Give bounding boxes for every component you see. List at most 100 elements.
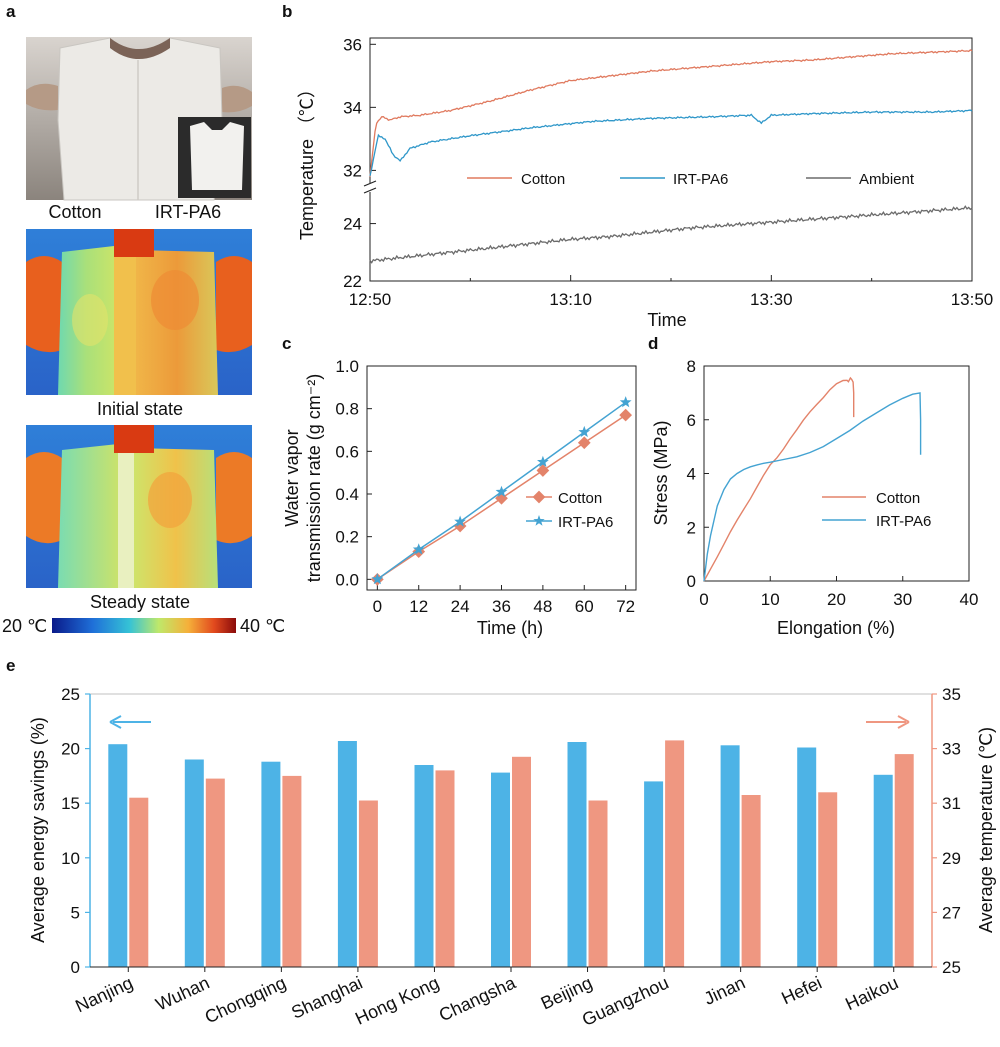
b-series-ambient [369,205,973,264]
b-xtick-label: 13:50 [951,290,994,309]
d-ytick-label: 0 [687,572,696,591]
legend-irt-b: IRT-PA6 [673,171,728,188]
d-series-irt-pa6 [703,392,922,582]
c-point-irt-pa6 [454,515,466,527]
c-xlabel: Time (h) [477,618,543,638]
e-bar-temperature [894,754,914,967]
b-lower-ticks: 22 24 [343,215,376,291]
b-series-cotton [369,49,973,177]
d-ytick-label: 2 [687,518,696,537]
e-bar-energy-savings [337,741,357,967]
caption-steady-state: Steady state [90,592,190,612]
plot-frame-d [703,365,970,582]
panel-b-label: b [282,2,292,21]
d-xtick-label: 0 [699,590,708,609]
e-ylabel-left: Average energy savings (%) [28,717,48,943]
c-ytick-label: 0.0 [335,570,359,589]
e-left-tick-label: 5 [71,903,80,922]
e-bar-energy-savings [720,745,740,967]
panel-d-label: d [648,334,658,353]
b-ytick-label: 36 [343,35,362,54]
c-xtick-label: 72 [616,597,635,616]
right-arrow-icon [866,715,910,729]
e-bar-temperature [665,740,685,967]
e-left-tick-label: 0 [71,958,80,977]
b-ytick-label: 24 [343,215,362,234]
colorbar [52,618,236,633]
e-right-tick-label: 27 [942,903,961,922]
c-ytick-label: 0.8 [335,400,359,419]
c-point-cotton [619,408,633,422]
e-category-label: Jinan [701,972,748,1008]
c-point-irt-pa6 [371,573,384,585]
b-upper-ticks: 32 34 36 [343,35,376,180]
c-ytick-label: 0.4 [335,485,359,504]
e-category-label: Hong Kong [352,972,442,1028]
c-xtick-label: 36 [492,597,511,616]
e-bar-temperature [435,770,455,967]
d-ylabel: Stress (MPa) [651,420,671,525]
b-lines [369,49,973,264]
e-category-label: Haikou [842,972,901,1014]
b-legend: Cotton IRT-PA6 Ambient [467,171,915,188]
axis-break-mark [363,180,377,194]
e-left-tick-label: 20 [61,740,80,759]
c-ytick-label: 0.2 [335,528,359,547]
e-category-label: Nanjing [72,972,136,1016]
e-bar-temperature [282,775,302,967]
e-right-tick-label: 25 [942,958,961,977]
c-point-irt-pa6 [495,485,508,497]
c-point-irt-pa6 [412,543,425,555]
b-ytick-label: 34 [343,98,362,117]
e-bar-energy-savings [567,742,587,967]
c-ticks: 0.0 0.2 0.4 0.6 0.8 1.0 0 12 24 36 48 60 72 [335,357,635,616]
c-point-cotton [577,436,591,450]
e-bar-temperature [512,756,531,967]
b-xtick-label: 13:10 [549,290,592,309]
colorbar-max-label: 40 ℃ [240,616,285,636]
e-left-tick-label: 10 [61,849,80,868]
e-left-tick-label: 15 [61,794,80,813]
d-ticks: 0 2 4 6 8 0 10 20 30 40 [687,357,979,609]
plot-frame-b [369,37,973,282]
legend-cotton-c: Cotton [558,490,602,507]
thermal-image-initial [26,229,252,395]
e-left-tick-label: 25 [61,685,80,704]
photo-label-irt: IRT-PA6 [155,202,221,222]
e-right-tick-label: 35 [942,685,961,704]
colorbar-min-label: 20 ℃ [2,616,47,636]
c-xtick-label: 24 [451,597,470,616]
e-bars [108,740,914,967]
e-right-tick-label: 31 [942,794,961,813]
e-bar-energy-savings [644,781,664,967]
panel-c-label: c [282,334,291,353]
b-ytick-label: 22 [343,272,362,291]
d-xtick-label: 10 [761,590,780,609]
e-bar-energy-savings [797,747,817,967]
e-category-label: Guangzhou [579,972,672,1029]
e-bar-temperature [741,795,761,967]
e-bar-energy-savings [873,774,893,967]
panel-a: a Cotton IRT-PA6 Initial state [2,2,285,636]
legend-irt-marker-c [533,515,545,526]
e-right-tick-label: 29 [942,849,961,868]
d-xlabel: Elongation (%) [777,618,895,638]
c-legend: Cotton IRT-PA6 [526,490,613,531]
e-bar-temperature [588,800,608,967]
d-series-cotton [703,376,855,582]
legend-irt-c: IRT-PA6 [558,514,613,531]
b-xtick-label: 13:30 [750,290,793,309]
b-ylabel: Temperature （℃） [297,80,317,240]
e-bar-energy-savings [261,761,281,967]
d-ytick-label: 4 [687,465,696,484]
plot-frame-c [366,365,637,591]
c-ylabel-line1: Water vapor [282,429,302,526]
c-point-irt-pa6 [578,425,591,438]
d-ytick-label: 6 [687,411,696,430]
legend-cotton-d: Cotton [876,490,920,507]
e-bar-energy-savings [108,744,128,967]
e-ylabel-right: Average temperature (℃) [976,727,996,933]
b-xlabel: Time [647,310,686,330]
panel-c: c 0.0 0.2 0.4 0.6 0.8 1.0 0 12 24 36 48 60 72 Cotton… [282,334,637,638]
